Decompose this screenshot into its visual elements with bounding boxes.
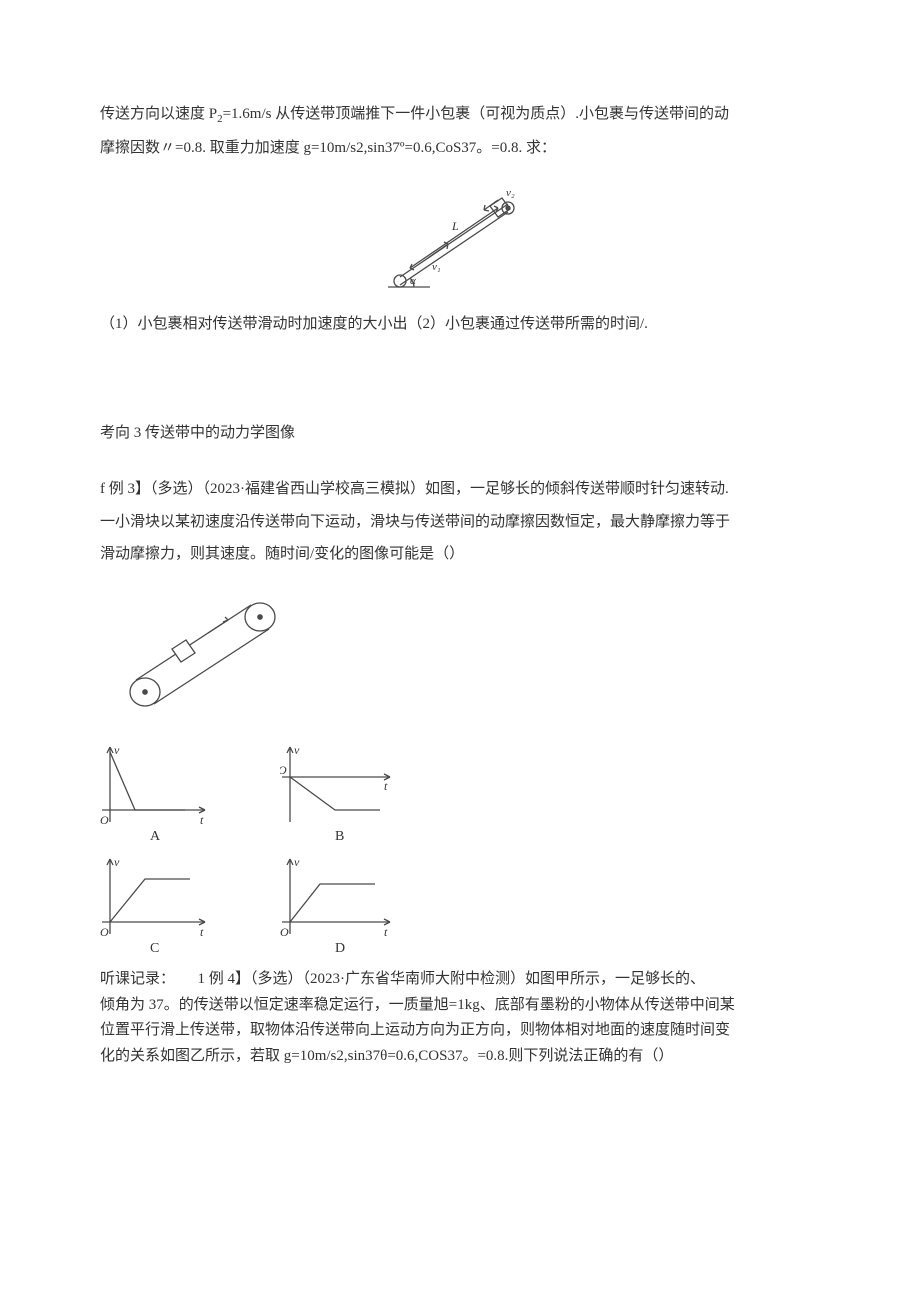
- label-B: B: [335, 829, 344, 844]
- label-A: A: [150, 829, 161, 844]
- ex3-line-2: 一小滑块以某初速度沿传送带向下运动，滑块与传送带间的动摩擦因数恒定，最大静摩擦力…: [100, 508, 820, 537]
- questions-line: （1）小包裹相对传送带滑动时加速度的大小出（2）小包裹通过传送带所需的时间/.: [100, 310, 820, 339]
- note-line-3: 位置平行滑上传送带，取物体沿传送带向上运动方向为正方向，则物体相对地面的速度随时…: [100, 1018, 820, 1044]
- ex3-line-1: f 例 3】（多选）（2023·福建省西山学校高三模拟）如图，一足够长的倾斜传送…: [100, 475, 820, 504]
- intro-1a: 传送方向以速度 P: [100, 106, 217, 122]
- belt-svg: α L v₁ v₂: [380, 182, 540, 292]
- graphs-grid: v t O A v t O B: [100, 737, 820, 959]
- note-prefix: 听课记录：: [100, 971, 175, 987]
- origin-D: O: [280, 925, 289, 939]
- axis-v-A: v: [114, 743, 120, 757]
- note-ex4: 1 例 4】（多选）（2023·广东省华南师大附中检测）如图甲所示，一足够长的、: [198, 971, 706, 987]
- label-D: D: [335, 941, 345, 956]
- graph-B: v t O B: [280, 737, 440, 847]
- note-line-4: 化的关系如图乙所示，若取 g=10m/s2,sin37θ=0.6,COS37。=…: [100, 1044, 820, 1070]
- note-line-2: 倾角为 37。的传送带以恒定速率稳定运行，一质量旭=1kg、底部有墨粉的小物体从…: [100, 993, 820, 1019]
- graph-D: v t O D: [280, 849, 440, 959]
- belt2-svg: [100, 587, 300, 717]
- intro-line-1: 传送方向以速度 P2=1.6m/s 从传送带顶端推下一件小包裹（可视为质点）.小…: [100, 100, 820, 130]
- graph-A: v t O A: [100, 737, 260, 847]
- v2-label: v₂: [506, 187, 515, 199]
- axis-v-C: v: [114, 855, 120, 869]
- graph-D-line: [290, 884, 375, 922]
- alpha-label: α: [410, 275, 416, 287]
- axis-t-D: t: [384, 925, 388, 939]
- belt-figure: α L v₁ v₂: [100, 182, 820, 292]
- axis-t-A: t: [200, 813, 204, 827]
- note-line-1: 听课记录： 1 例 4】（多选）（2023·广东省华南师大附中检测）如图甲所示，…: [100, 967, 820, 993]
- note-block: 听课记录： 1 例 4】（多选）（2023·广东省华南师大附中检测）如图甲所示，…: [100, 967, 820, 1069]
- axis-t-C: t: [200, 925, 204, 939]
- origin-B: O: [280, 763, 287, 777]
- intro-line-2: 摩擦因数〃=0.8. 取重力加速度 g=10m/s2,sin37º=0.6,Co…: [100, 134, 820, 163]
- v1-label: v₁: [432, 261, 441, 273]
- graph-A-line: [110, 752, 185, 810]
- label-C: C: [150, 941, 159, 956]
- graph-B-line: [290, 777, 380, 810]
- graph-C-line: [110, 879, 190, 922]
- belt-figure-2: [100, 587, 820, 728]
- origin-C: O: [100, 925, 109, 939]
- intro-1b: =1.6m/s 从传送带顶端推下一件小包裹（可视为质点）.小包裹与传送带间的动: [223, 106, 729, 122]
- axis-v-D: v: [294, 855, 300, 869]
- origin-A: O: [100, 813, 109, 827]
- axis-t-B: t: [384, 779, 388, 793]
- ex3-line-3: 滑动摩擦力，则其速度。随时间/变化的图像可能是（）: [100, 540, 820, 569]
- graph-C: v t O C: [100, 849, 260, 959]
- axis-v-B: v: [294, 743, 300, 757]
- L-label: L: [451, 219, 459, 233]
- section-title: 考向 3 传送带中的动力学图像: [100, 419, 820, 448]
